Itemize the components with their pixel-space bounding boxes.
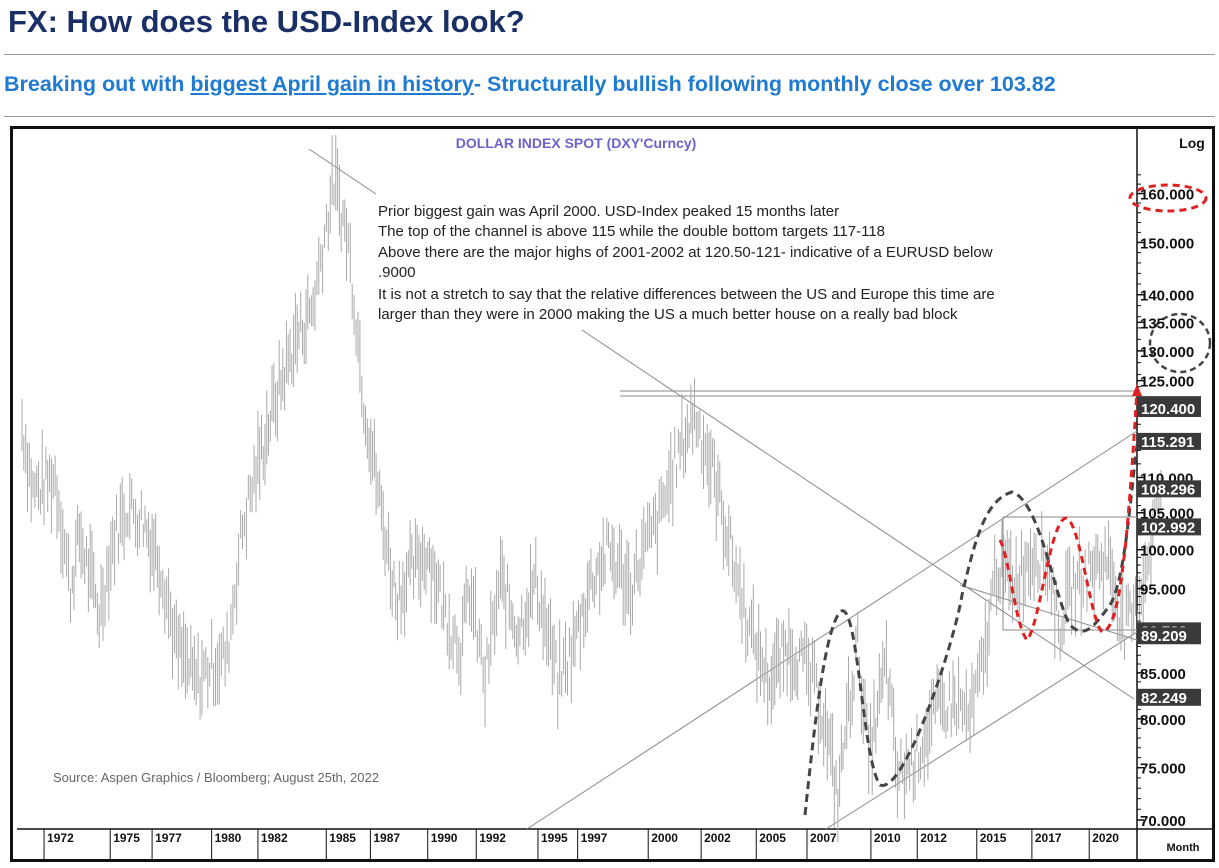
x-tick-label: 1990 [431, 831, 458, 845]
y-tick-label: 135.000 [1140, 315, 1194, 332]
channel-lower-line [825, 631, 1138, 830]
x-tick-label: 1972 [47, 831, 74, 845]
x-tick-label: 1975 [113, 831, 140, 845]
page-title: FX: How does the USD-Index look? [8, 4, 525, 39]
y-tick-label: 150.000 [1140, 235, 1194, 252]
chart-title: DOLLAR INDEX SPOT (DXY'Curncy) [456, 135, 697, 151]
y-tick-label: 95.000 [1140, 582, 1186, 599]
page-subtitle: Breaking out with biggest April gain in … [4, 72, 1056, 97]
y-tick-label: 160.000 [1140, 187, 1194, 204]
subtitle-link[interactable]: biggest April gain in history [190, 72, 474, 96]
x-tick-label: 2020 [1092, 831, 1119, 845]
y-tick-label: 70.000 [1140, 813, 1186, 830]
y-tick-label: 125.000 [1140, 374, 1194, 391]
y-tick-label: 75.000 [1140, 761, 1186, 778]
x-tick-label: 1985 [329, 831, 356, 845]
annotation-line-5: It is not a stretch to say that the rela… [378, 286, 995, 303]
price-series-layer [21, 134, 1162, 843]
x-tick-label: 2017 [1035, 831, 1062, 845]
x-axis-label: Month [1167, 842, 1200, 854]
annotation-block: Prior biggest gain was April 2000. USD-I… [378, 203, 995, 323]
annotation-line-4: .9000 [378, 264, 416, 281]
chart-frame [10, 126, 1215, 862]
title-divider [4, 54, 1215, 55]
subtitle-divider [4, 116, 1215, 117]
price-tag-box [1137, 518, 1201, 536]
x-tick-label: 1992 [479, 831, 506, 845]
red-arrow-head [1132, 384, 1142, 396]
log-scale-label: Log [1179, 135, 1205, 151]
x-tick-label: 2000 [651, 831, 678, 845]
x-tick-label: 2005 [759, 831, 786, 845]
black-dashed-wave [803, 444, 1139, 816]
x-tick-label: 1980 [215, 831, 242, 845]
x-tick-label: 1995 [541, 831, 568, 845]
y-tick-label: 85.000 [1140, 666, 1186, 683]
price-tag-label: 120.400 [1141, 401, 1195, 418]
y-tick-label: 100.000 [1140, 543, 1194, 560]
y-tick-label: 130.000 [1140, 344, 1194, 361]
annotation-line-3: Above there are the major highs of 2001-… [378, 244, 993, 261]
subtitle-prefix: Breaking out with [4, 72, 191, 96]
source-note: Source: Aspen Graphics / Bloomberg; Augu… [53, 770, 379, 785]
x-tick-label: 1977 [155, 831, 182, 845]
subtitle-suffix: - Structurally bullish following monthly… [473, 72, 1056, 96]
price-tag-label: 102.992 [1141, 519, 1195, 536]
y-tick-label: 80.000 [1140, 712, 1186, 729]
short-trendline [959, 584, 1138, 641]
price-tag-label: 115.291 [1141, 434, 1194, 451]
x-tick-label: 2015 [980, 831, 1007, 845]
price-tag-box [1137, 480, 1201, 498]
x-tick-label: 2010 [874, 831, 901, 845]
x-tick-label: 1997 [581, 831, 608, 845]
x-tick-label: 1982 [261, 831, 288, 845]
price-tag-label: 89.209 [1141, 628, 1187, 645]
red-dashed-wave [998, 389, 1139, 643]
gray-target-ellipse [1148, 312, 1212, 374]
price-tag-label: 108.296 [1141, 481, 1195, 498]
x-tick-label: 2007 [810, 831, 837, 845]
red-target-ellipse [1128, 183, 1208, 213]
price-tag-box [1137, 627, 1201, 645]
annotation-line-1: Prior biggest gain was April 2000. USD-I… [378, 203, 839, 220]
price-tag-box [1137, 432, 1201, 450]
price-tag-box [1137, 688, 1201, 706]
price-level-tags: 121.020120.400115.291108.296102.99289.78… [1137, 396, 1201, 707]
peak-annotation-leader [308, 148, 377, 195]
x-tick-label: 1987 [373, 831, 400, 845]
price-tag-label: 82.249 [1141, 690, 1187, 707]
y-tick-labels: 160.000 150.000 140.000 135.000 130.000 125.0… [1137, 174, 1194, 830]
price-tag-box [1137, 400, 1201, 418]
x-tick-label: 2002 [704, 831, 731, 845]
y-tick-label: 140.000 [1140, 288, 1194, 305]
annotation-line-6: larger than they were in 2000 making the… [378, 306, 958, 323]
x-tick-label: 2012 [920, 831, 947, 845]
x-tick-labels: 1972 1975 1977 1980 1982 1985 1987 1990 1992 1995… [43, 829, 1119, 859]
annotation-line-2: The top of the channel is above 115 whil… [378, 223, 885, 240]
